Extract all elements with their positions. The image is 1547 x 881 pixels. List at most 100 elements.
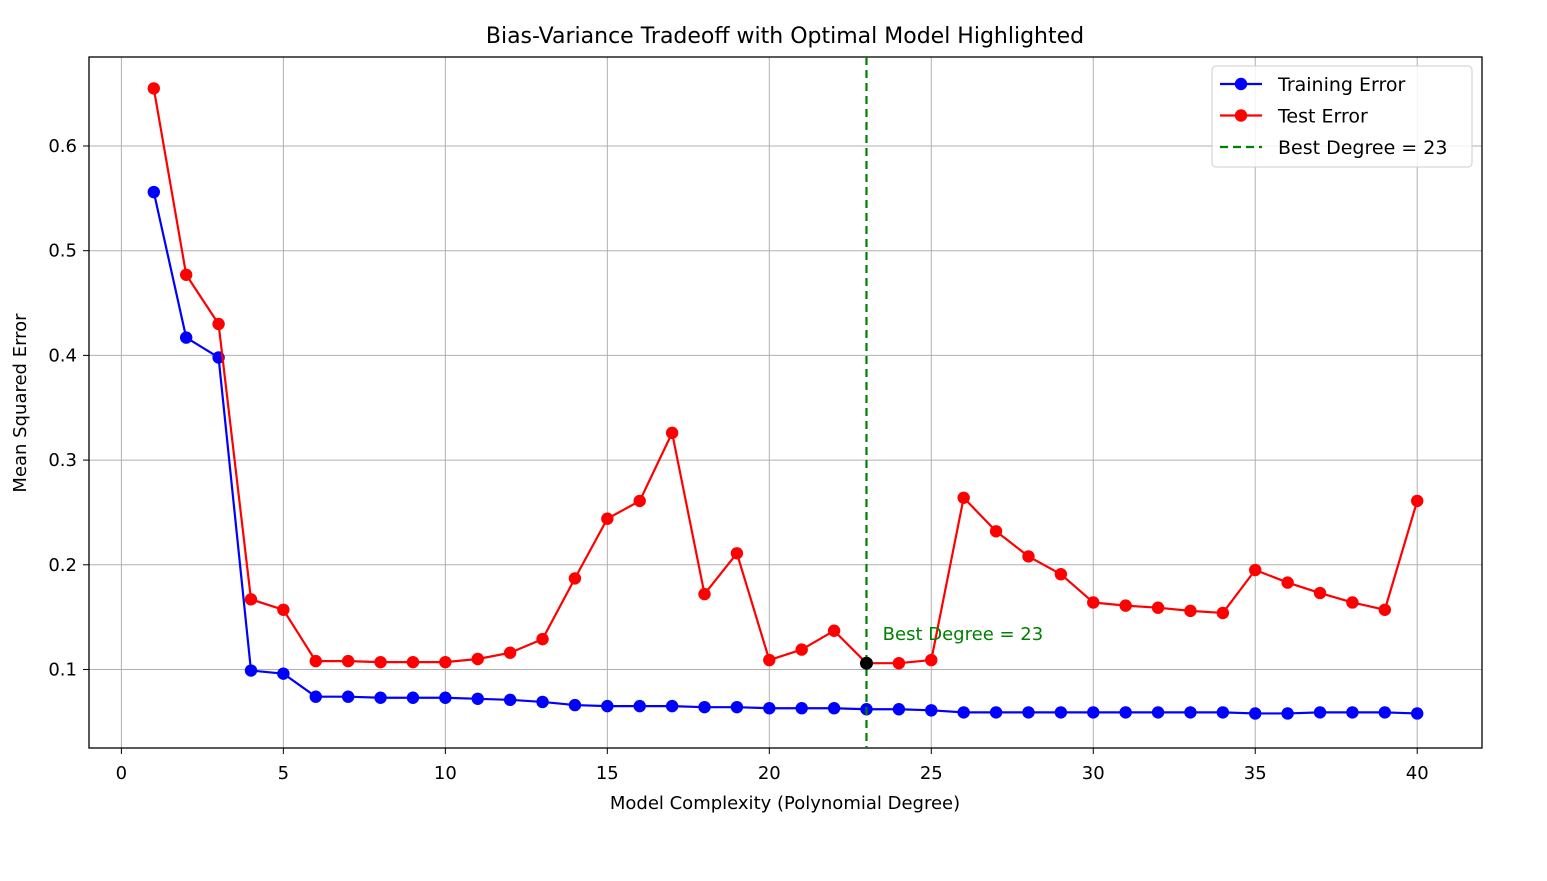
x-tick-label: 25 bbox=[920, 763, 943, 784]
training-error-point bbox=[1249, 707, 1262, 720]
training-error-point bbox=[957, 706, 970, 719]
training-error-point bbox=[1184, 706, 1197, 719]
test-error-point bbox=[309, 654, 322, 668]
training-error-point bbox=[568, 698, 582, 712]
labels-layer: Bias-Variance Tradeoff with Optimal Mode… bbox=[10, 24, 1084, 814]
training-error-point bbox=[536, 695, 549, 709]
training-error-point bbox=[503, 693, 517, 707]
training-error-point bbox=[665, 699, 679, 713]
test-error-point bbox=[1119, 599, 1132, 612]
test-error-point bbox=[989, 525, 1003, 538]
test-error-point bbox=[1151, 601, 1165, 614]
test-error-point bbox=[1249, 563, 1262, 577]
x-tick-label: 40 bbox=[1406, 763, 1429, 784]
training-error-point bbox=[633, 699, 646, 713]
test-error-point bbox=[633, 494, 646, 508]
legend-marker-test-error bbox=[1234, 109, 1248, 122]
y-tick-label: 0.1 bbox=[48, 659, 77, 680]
grid-layer bbox=[89, 57, 1482, 748]
test-error-point bbox=[925, 653, 938, 667]
test-error-line bbox=[152, 88, 1419, 665]
test-error-point bbox=[244, 593, 258, 606]
best-degree-annotation: Best Degree = 23 bbox=[883, 624, 1044, 645]
chart-title: Bias-Variance Tradeoff with Optimal Mode… bbox=[486, 24, 1084, 49]
test-error-point bbox=[957, 491, 970, 504]
training-error-point bbox=[147, 185, 160, 199]
training-error-point bbox=[179, 331, 193, 344]
legend-label-test-error: Test Error bbox=[1277, 106, 1368, 128]
test-error-point bbox=[1313, 586, 1327, 600]
test-error-point bbox=[1411, 494, 1424, 508]
training-error-point bbox=[827, 702, 841, 715]
x-tick-label: 0 bbox=[116, 763, 127, 784]
training-error-point bbox=[406, 691, 420, 704]
test-error-point bbox=[665, 426, 679, 440]
x-axis-label: Model Complexity (Polynomial Degree) bbox=[610, 793, 960, 814]
training-error-point bbox=[989, 706, 1003, 719]
test-error-point bbox=[601, 512, 614, 525]
training-error-point bbox=[1054, 706, 1068, 719]
y-tick-label: 0.2 bbox=[48, 555, 77, 576]
training-error-point bbox=[601, 699, 614, 713]
training-error-point bbox=[698, 700, 711, 714]
test-error-point bbox=[1022, 550, 1035, 563]
y-tick-label: 0.4 bbox=[48, 345, 77, 366]
test-error-point bbox=[179, 268, 193, 281]
training-error-point bbox=[1151, 706, 1165, 719]
test-error-point bbox=[471, 652, 484, 666]
axes-layer: 0 5 10 15 20 25 30 35 40 0.1 0.2 0.3 0.4 0.5 0.6 bbox=[48, 56, 1483, 784]
x-tick-label: 35 bbox=[1244, 763, 1267, 784]
training-error-point bbox=[925, 704, 938, 717]
x-tick-label: 15 bbox=[596, 763, 619, 784]
training-error-line bbox=[152, 191, 1418, 715]
test-error-point bbox=[1281, 576, 1294, 589]
training-error-point bbox=[1411, 707, 1424, 720]
test-error-point bbox=[1184, 604, 1197, 618]
test-error-point bbox=[212, 317, 225, 331]
y-tick-label: 0.3 bbox=[48, 450, 77, 471]
test-error-point bbox=[503, 646, 517, 659]
test-error-point bbox=[1216, 606, 1230, 620]
y-tick-label: 0.6 bbox=[48, 136, 77, 157]
training-error-point bbox=[763, 702, 776, 715]
training-error-point bbox=[1378, 706, 1392, 719]
training-error-point bbox=[1119, 706, 1132, 719]
series-layer: Best Degree = 23 bbox=[147, 57, 1424, 748]
test-error-point bbox=[698, 587, 711, 601]
training-error-point bbox=[1087, 706, 1100, 719]
test-error-point bbox=[439, 655, 452, 669]
training-error-point bbox=[341, 690, 355, 703]
test-error-point bbox=[730, 547, 744, 560]
training-error-point bbox=[1022, 706, 1035, 719]
best-point-marker bbox=[859, 656, 873, 670]
training-error-point bbox=[1346, 706, 1359, 719]
test-error-point bbox=[406, 655, 420, 669]
test-error-point bbox=[536, 632, 549, 646]
training-error-point bbox=[730, 700, 744, 714]
test-error-point bbox=[763, 653, 776, 667]
x-tick-label: 10 bbox=[434, 763, 457, 784]
test-error-point bbox=[892, 656, 906, 670]
legend-marker-training-error bbox=[1234, 77, 1248, 91]
x-tick-label: 30 bbox=[1082, 763, 1105, 784]
training-error-point bbox=[244, 664, 258, 677]
test-error-point bbox=[827, 624, 841, 637]
test-error-point bbox=[341, 654, 355, 668]
test-error-point bbox=[277, 603, 290, 616]
training-error-point bbox=[795, 702, 808, 715]
training-error-point bbox=[309, 690, 322, 703]
legend-label-best-degree-23: Best Degree = 23 bbox=[1278, 137, 1447, 159]
training-error-point bbox=[277, 667, 290, 680]
legend: Training Error Test Error Best Degree = 23 bbox=[1211, 65, 1473, 168]
legend-label-training-error: Training Error bbox=[1277, 74, 1406, 96]
y-tick-label: 0.5 bbox=[48, 241, 77, 262]
test-error-point bbox=[147, 82, 160, 95]
training-error-point bbox=[374, 691, 387, 704]
legend-box bbox=[1211, 65, 1473, 168]
test-error-point bbox=[1087, 596, 1100, 609]
training-error-point bbox=[1281, 707, 1294, 720]
training-error-point bbox=[439, 691, 452, 704]
test-error-point bbox=[568, 572, 582, 585]
